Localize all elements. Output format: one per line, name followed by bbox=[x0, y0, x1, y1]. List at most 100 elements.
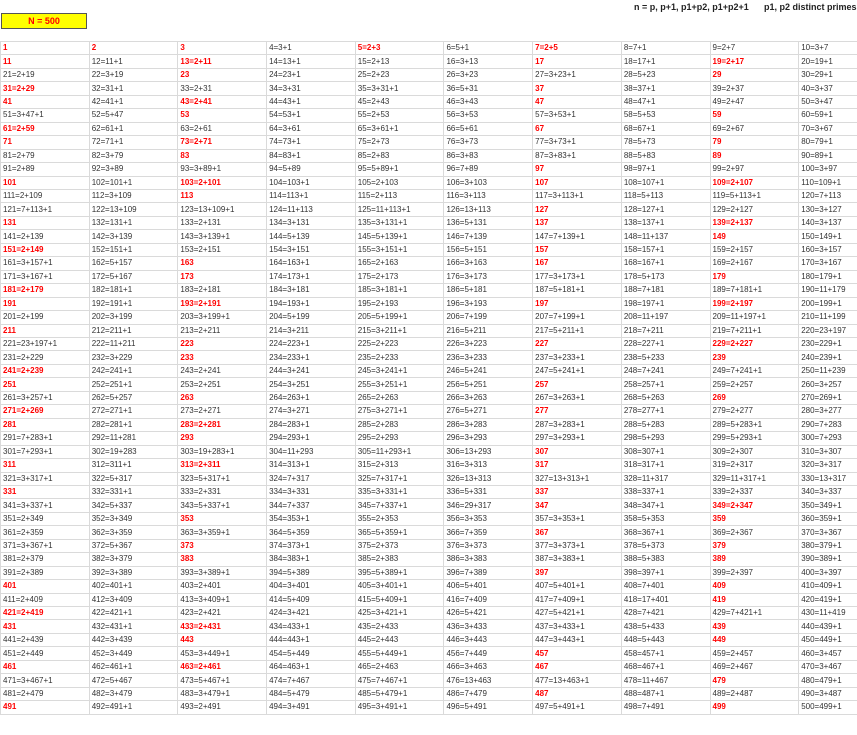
table-cell[interactable]: 35=3+31+1 bbox=[354, 81, 445, 96]
table-cell[interactable]: 341=3+337+1 bbox=[0, 498, 90, 513]
table-cell[interactable]: 268=5+263 bbox=[620, 390, 711, 406]
table-cell[interactable]: 58=5+53 bbox=[620, 108, 711, 123]
table-cell[interactable]: 217=5+211+1 bbox=[532, 323, 622, 338]
n-value-cell[interactable]: N = 500 bbox=[1, 13, 87, 29]
table-cell[interactable]: 362=3+359 bbox=[88, 525, 179, 540]
table-cell[interactable]: 241=2+239 bbox=[0, 363, 90, 379]
table-cell[interactable]: 119=5+113+1 bbox=[709, 188, 800, 204]
table-cell[interactable]: 220=23+197 bbox=[798, 323, 857, 338]
table-cell[interactable]: 353 bbox=[177, 511, 268, 527]
table-cell[interactable]: 384=383+1 bbox=[266, 552, 356, 567]
table-cell[interactable]: 418=17+401 bbox=[620, 592, 711, 608]
table-cell[interactable]: 59 bbox=[709, 108, 800, 123]
table-cell[interactable]: 253=2+251 bbox=[177, 377, 268, 392]
table-cell[interactable]: 358=5+353 bbox=[620, 511, 711, 527]
table-cell[interactable]: 90=89+1 bbox=[798, 148, 857, 164]
table-cell[interactable]: 451=2+449 bbox=[0, 646, 90, 661]
table-cell[interactable]: 79 bbox=[709, 135, 800, 150]
table-cell[interactable]: 333=2+331 bbox=[177, 484, 268, 500]
table-cell[interactable]: 70=3+67 bbox=[798, 121, 857, 137]
table-cell[interactable]: 62=61+1 bbox=[88, 121, 179, 137]
table-cell[interactable]: 122=13+109 bbox=[88, 202, 179, 217]
table-cell[interactable]: 346=29+317 bbox=[443, 498, 534, 513]
table-cell[interactable]: 310=3+307 bbox=[798, 444, 857, 460]
table-cell[interactable]: 367 bbox=[532, 525, 622, 540]
table-cell[interactable]: 23 bbox=[177, 67, 268, 83]
table-cell[interactable]: 289=5+283+1 bbox=[709, 417, 800, 433]
table-cell[interactable]: 378=5+373 bbox=[620, 538, 711, 554]
table-cell[interactable]: 181=2+179 bbox=[0, 283, 90, 298]
table-cell[interactable]: 135=3+131+1 bbox=[354, 215, 445, 231]
table-cell[interactable]: 463=2+461 bbox=[177, 659, 268, 675]
table-cell[interactable]: 331 bbox=[0, 484, 90, 500]
table-cell[interactable]: 163 bbox=[177, 256, 268, 271]
table-cell[interactable]: 123=13+109+1 bbox=[177, 202, 268, 217]
table-cell[interactable]: 30=29+1 bbox=[798, 67, 857, 83]
table-cell[interactable]: 216=5+211 bbox=[443, 323, 534, 338]
table-cell[interactable]: 388=5+383 bbox=[620, 552, 711, 567]
table-cell[interactable]: 274=3+271 bbox=[266, 404, 356, 419]
table-cell[interactable]: 478=11+467 bbox=[620, 673, 711, 688]
table-cell[interactable]: 148=11+137 bbox=[620, 229, 711, 244]
table-cell[interactable]: 467 bbox=[532, 659, 622, 675]
table-cell[interactable]: 203=3+199+1 bbox=[177, 310, 268, 325]
table-cell[interactable]: 11 bbox=[0, 54, 90, 69]
table-cell[interactable]: 153=2+151 bbox=[177, 242, 268, 258]
table-cell[interactable]: 228=227+1 bbox=[620, 336, 711, 352]
table-cell[interactable]: 387=3+383+1 bbox=[532, 552, 622, 567]
table-cell[interactable]: 498=7+491 bbox=[620, 700, 711, 715]
table-cell[interactable]: 410=409+1 bbox=[798, 579, 857, 594]
table-cell[interactable]: 218=7+211 bbox=[620, 323, 711, 338]
table-cell[interactable]: 237=3+233+1 bbox=[532, 350, 622, 365]
table-cell[interactable]: 205=5+199+1 bbox=[354, 310, 445, 325]
table-cell[interactable]: 265=2+263 bbox=[354, 390, 445, 406]
table-cell[interactable]: 156=5+151 bbox=[443, 242, 534, 258]
table-cell[interactable]: 365=5+359+1 bbox=[354, 525, 445, 540]
table-cell[interactable]: 138=137+1 bbox=[620, 215, 711, 231]
table-cell[interactable]: 28=5+23 bbox=[620, 67, 711, 83]
table-cell[interactable]: 500=499+1 bbox=[798, 700, 857, 715]
table-cell[interactable]: 201=2+199 bbox=[0, 310, 90, 325]
table-cell[interactable]: 234=233+1 bbox=[266, 350, 356, 365]
table-cell[interactable]: 399=2+397 bbox=[709, 565, 800, 581]
table-cell[interactable]: 411=2+409 bbox=[0, 592, 90, 608]
table-cell[interactable]: 330=13+317 bbox=[798, 471, 857, 486]
table-cell[interactable]: 26=3+23 bbox=[443, 67, 534, 83]
table-cell[interactable]: 5=2+3 bbox=[354, 40, 445, 56]
table-cell[interactable]: 389 bbox=[709, 552, 800, 567]
table-cell[interactable]: 114=113+1 bbox=[266, 188, 356, 204]
table-cell[interactable]: 322=5+317 bbox=[88, 471, 179, 486]
table-cell[interactable]: 472=5+467 bbox=[88, 673, 179, 688]
table-cell[interactable]: 327=13+313+1 bbox=[532, 471, 622, 486]
table-cell[interactable]: 437=3+433+1 bbox=[532, 619, 622, 634]
table-cell[interactable]: 207=7+199+1 bbox=[532, 310, 622, 325]
table-cell[interactable]: 394=5+389 bbox=[266, 565, 356, 581]
table-cell[interactable]: 306=13+293 bbox=[443, 444, 534, 460]
table-cell[interactable]: 473=5+467+1 bbox=[177, 673, 268, 688]
table-cell[interactable]: 487 bbox=[532, 686, 622, 702]
table-cell[interactable]: 155=3+151+1 bbox=[354, 242, 445, 258]
table-cell[interactable]: 312=311+1 bbox=[88, 458, 179, 473]
table-cell[interactable]: 15=2+13 bbox=[354, 54, 445, 69]
table-cell[interactable]: 132=131+1 bbox=[88, 215, 179, 231]
table-cell[interactable]: 370=3+367 bbox=[798, 525, 857, 540]
table-cell[interactable]: 271=2+269 bbox=[0, 404, 90, 419]
table-cell[interactable]: 73=2+71 bbox=[177, 135, 268, 150]
table-cell[interactable]: 106=3+103 bbox=[443, 175, 534, 191]
table-cell[interactable]: 424=3+421 bbox=[266, 606, 356, 621]
table-cell[interactable]: 143=3+139+1 bbox=[177, 229, 268, 244]
table-cell[interactable]: 14=13+1 bbox=[266, 54, 356, 69]
table-cell[interactable]: 409 bbox=[709, 579, 800, 594]
table-cell[interactable]: 277 bbox=[532, 404, 622, 419]
table-cell[interactable]: 361=2+359 bbox=[0, 525, 90, 540]
table-cell[interactable]: 343=5+337+1 bbox=[177, 498, 268, 513]
table-cell[interactable]: 40=3+37 bbox=[798, 81, 857, 96]
table-cell[interactable]: 102=101+1 bbox=[88, 175, 179, 191]
table-cell[interactable]: 223 bbox=[177, 336, 268, 352]
table-cell[interactable]: 379 bbox=[709, 538, 800, 554]
table-cell[interactable]: 41 bbox=[0, 94, 90, 110]
table-cell[interactable]: 193=2+191 bbox=[177, 296, 268, 312]
table-cell[interactable]: 297=3+293+1 bbox=[532, 431, 622, 446]
table-cell[interactable]: 9=2+7 bbox=[709, 40, 800, 56]
table-cell[interactable]: 364=5+359 bbox=[266, 525, 356, 540]
